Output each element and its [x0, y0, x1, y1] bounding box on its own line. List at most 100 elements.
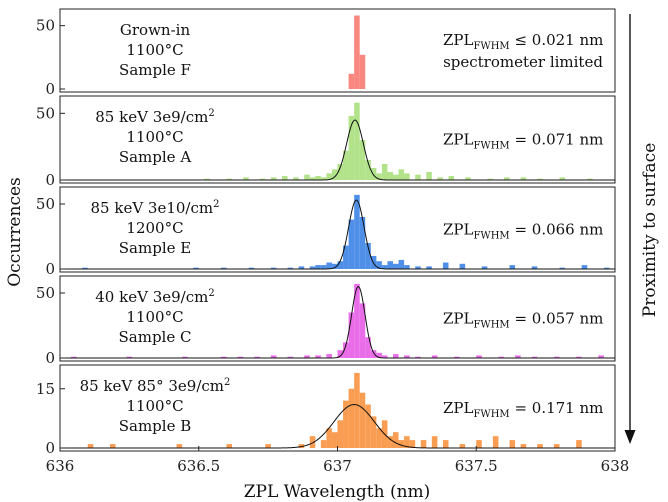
y-tick-label: 0: [45, 171, 55, 189]
histogram-bar: [270, 267, 277, 269]
histogram-bar: [381, 355, 388, 358]
histogram-bar: [270, 355, 277, 358]
histogram-bar: [387, 436, 393, 448]
histogram-bar: [354, 372, 360, 448]
histogram-bar: [243, 177, 249, 180]
histogram-bar: [553, 356, 560, 358]
histogram-bar: [337, 420, 344, 448]
histogram-bar: [348, 73, 355, 89]
histogram-bar: [520, 444, 527, 448]
fwhm-annotation: ZPLFWHM = 0.066 nm: [443, 221, 603, 242]
sample-label-line: Sample C: [119, 328, 192, 346]
panel-frame: [59, 186, 616, 273]
histogram-bar: [237, 356, 244, 358]
histogram-bar: [204, 178, 210, 180]
histogram-bar: [343, 150, 349, 180]
panel-2: 0 50 85 keV 3e9/cm2 1100°C Sample A ZPLFWHM =…: [36, 95, 616, 189]
histogram-bar: [404, 355, 410, 358]
histogram-bar: [531, 266, 538, 269]
histogram-bar: [326, 173, 332, 180]
histogram-bar: [71, 356, 77, 358]
histogram-bar: [270, 177, 277, 180]
panel-4: 0 50 40 keV 3e9/cm2 1100°C Sample C ZPLFWHM =…: [36, 275, 616, 367]
histogram-bar: [398, 169, 405, 180]
histogram-bar: [309, 266, 316, 269]
histogram-bar: [109, 444, 116, 448]
histogram-bar: [315, 355, 321, 358]
x-axis-title: ZPL Wavelength (nm): [244, 482, 431, 502]
histogram-bar: [481, 266, 488, 269]
histogram-bar: [454, 356, 460, 358]
histogram-bar: [359, 303, 366, 358]
sample-label-line: 1100°C: [126, 128, 183, 146]
histogram-bar: [348, 116, 355, 180]
histogram-bar: [176, 444, 183, 448]
x-tick-label: 636.5: [177, 457, 220, 475]
x-tick-label: 636: [46, 457, 75, 475]
histogram-bar: [476, 355, 482, 358]
y-tick-label: 50: [36, 17, 55, 35]
histogram-bar: [442, 440, 449, 448]
x-tick-label: 637.5: [455, 457, 498, 475]
histogram-bar: [343, 245, 349, 269]
histogram-bar: [437, 177, 443, 180]
histogram-bar: [404, 173, 410, 180]
histogram-bar: [487, 178, 493, 180]
histogram-bar: [404, 265, 410, 269]
histogram-bar: [259, 178, 266, 180]
sample-label-line: Grown-in: [120, 21, 191, 39]
histogram-bar: [553, 444, 560, 448]
sample-label-line: Sample E: [119, 239, 191, 257]
histogram-bar: [381, 265, 388, 269]
fwhm-annotation: ZPLFWHM ≤ 0.021 nm: [443, 31, 603, 52]
panel-frame: [59, 8, 616, 93]
histogram-bar: [459, 263, 466, 269]
sample-label-line: 85 keV 3e10/cm2: [91, 199, 220, 217]
sample-label-line: 40 keV 3e9/cm2: [95, 288, 214, 306]
histogram-bar: [298, 266, 305, 269]
histogram-bar: [559, 267, 566, 269]
histogram-bar: [348, 388, 355, 448]
histogram-bar: [404, 436, 410, 448]
histogram-bar: [337, 164, 344, 180]
histogram-bar: [515, 355, 521, 358]
sample-label-line: Sample B: [119, 417, 192, 435]
histogram-bar: [537, 444, 543, 448]
histogram-bar: [409, 440, 416, 448]
histogram-bar: [315, 265, 321, 269]
histogram-bar: [193, 267, 199, 269]
y-tick-label: 50: [36, 195, 55, 213]
histogram-bar: [370, 416, 377, 448]
panel-1: 0 50 Grown-in 1100°C Sample F ZPLFWHM ≤ 0.021…: [36, 8, 616, 98]
histogram-bar: [331, 169, 338, 180]
histogram-bar: [559, 177, 566, 180]
gaussian-fit-curve: [60, 285, 615, 359]
histogram-bar: [265, 444, 271, 448]
histogram-bar: [576, 356, 582, 358]
histogram-bar: [359, 140, 366, 180]
panel-frame: [59, 275, 616, 362]
histogram-bar: [415, 266, 421, 269]
histogram-bar: [220, 356, 227, 358]
fwhm-note: spectrometer limited: [443, 53, 603, 71]
histogram-bar: [365, 160, 371, 180]
histogram-bar: [442, 262, 449, 269]
fwhm-annotation: ZPLFWHM = 0.071 nm: [443, 131, 603, 152]
histogram-bar: [293, 177, 299, 180]
histogram-bar: [459, 444, 466, 448]
histogram-bar: [465, 177, 471, 180]
sample-label-line: 1200°C: [126, 219, 183, 237]
histogram-bar: [498, 356, 504, 358]
gaussian-fit-curve: [60, 199, 615, 270]
histogram-bar: [381, 164, 388, 180]
histogram-bar: [254, 356, 260, 358]
histogram-bar: [376, 173, 382, 180]
histogram-bar: [182, 356, 188, 358]
histogram-bar: [393, 432, 399, 448]
histogram-bar: [348, 312, 355, 358]
histogram-bar: [398, 440, 405, 448]
sample-label-line: Sample A: [119, 148, 191, 166]
x-axis: 636 636.5 637 637.5 638: [46, 446, 629, 475]
histogram-bar: [304, 355, 310, 358]
